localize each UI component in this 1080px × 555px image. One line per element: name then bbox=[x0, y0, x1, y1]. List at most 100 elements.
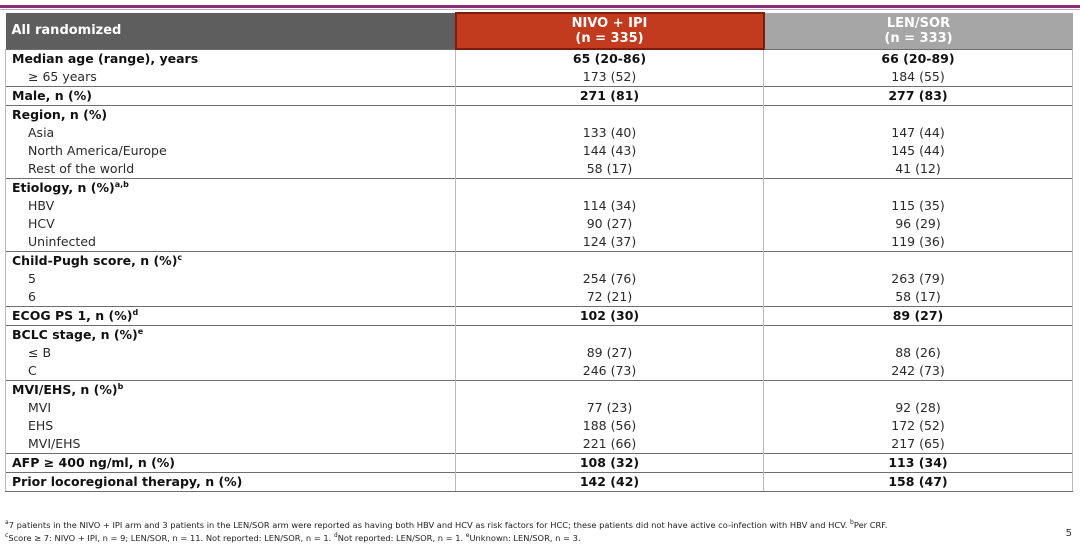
table-row: HCV 90 (27) 96 (29) bbox=[5, 215, 1073, 233]
len-sor-value: 66 (20-89) bbox=[763, 48, 1073, 68]
len-sor-value: 217 (65) bbox=[763, 435, 1073, 454]
nivo-ipi-value: 89 (27) bbox=[455, 344, 764, 362]
nivo-ipi-value bbox=[455, 251, 764, 270]
row-label: Rest of the world bbox=[5, 160, 456, 179]
arm2-n: (n = 333) bbox=[884, 30, 953, 46]
row-label: BCLC stage, n (%)e bbox=[5, 325, 456, 344]
table-header-row: All randomized NIVO + IPI (n = 335) LEN/… bbox=[5, 12, 1073, 50]
table-row: Rest of the world 58 (17) 41 (12) bbox=[5, 160, 1073, 179]
category-row: Prior locoregional therapy, n (%) 142 (42… bbox=[5, 472, 1073, 492]
table-row: HBV 114 (34) 115 (35) bbox=[5, 197, 1073, 215]
len-sor-value: 88 (26) bbox=[763, 344, 1073, 362]
row-label: MVI bbox=[5, 399, 456, 417]
row-label: Male, n (%) bbox=[5, 86, 456, 106]
len-sor-value: 147 (44) bbox=[763, 124, 1073, 142]
len-sor-value: 277 (83) bbox=[763, 86, 1073, 106]
category-row: Region, n (%) bbox=[5, 105, 1073, 124]
page-number: 5 bbox=[1065, 528, 1072, 539]
nivo-ipi-value: 108 (32) bbox=[455, 453, 764, 473]
category-row: BCLC stage, n (%)e bbox=[5, 325, 1073, 344]
category-row: Median age (range), years 65 (20-86) 66 (2… bbox=[5, 48, 1073, 68]
table-row: MVI/EHS 221 (66) 217 (65) bbox=[5, 435, 1073, 454]
footnote-marker: b bbox=[117, 381, 124, 391]
category-row: MVI/EHS, n (%)b bbox=[5, 380, 1073, 399]
table-row: C 246 (73) 242 (73) bbox=[5, 362, 1073, 381]
len-sor-value bbox=[763, 325, 1073, 344]
arm1-name: NIVO + IPI bbox=[571, 16, 648, 31]
nivo-ipi-value: 72 (21) bbox=[455, 288, 764, 307]
footnote-marker: a,b bbox=[114, 179, 129, 189]
table-body: Median age (range), years 65 (20-86) 66 (2… bbox=[5, 48, 1073, 492]
len-sor-value: 172 (52) bbox=[763, 417, 1073, 435]
row-label: C bbox=[5, 362, 456, 381]
nivo-ipi-value: 65 (20-86) bbox=[455, 48, 764, 68]
nivo-ipi-value: 90 (27) bbox=[455, 215, 764, 233]
header-population-label: All randomized bbox=[5, 13, 456, 49]
row-label: Child-Pugh score, n (%)c bbox=[5, 251, 456, 270]
category-row: ECOG PS 1, n (%)d 102 (30) 89 (27) bbox=[5, 306, 1073, 326]
arm2-name: LEN/SOR bbox=[886, 15, 951, 31]
nivo-ipi-value bbox=[455, 325, 764, 344]
nivo-ipi-value: 58 (17) bbox=[455, 160, 764, 179]
nivo-ipi-value: 254 (76) bbox=[455, 270, 764, 288]
len-sor-value: 242 (73) bbox=[763, 362, 1073, 381]
footnotes: a7 patients in the NIVO + IPI arm and 3 … bbox=[5, 519, 1045, 545]
len-sor-value: 92 (28) bbox=[763, 399, 1073, 417]
nivo-ipi-value: 173 (52) bbox=[455, 68, 764, 87]
nivo-ipi-value: 77 (23) bbox=[455, 399, 764, 417]
nivo-ipi-value bbox=[455, 178, 764, 197]
len-sor-value bbox=[763, 251, 1073, 270]
row-label: 6 bbox=[5, 288, 456, 307]
nivo-ipi-value: 271 (81) bbox=[455, 86, 764, 106]
row-label: MVI/EHS, n (%)b bbox=[5, 380, 456, 399]
row-label: Etiology, n (%)a,b bbox=[5, 178, 456, 197]
len-sor-value: 145 (44) bbox=[763, 142, 1073, 160]
len-sor-value: 41 (12) bbox=[763, 160, 1073, 179]
footnote-line-2: cScore ≥ 7: NIVO + IPI, n = 9; LEN/SOR, … bbox=[5, 532, 581, 543]
len-sor-value bbox=[763, 105, 1073, 124]
nivo-ipi-value: 221 (66) bbox=[455, 435, 764, 454]
table-row: Asia 133 (40) 147 (44) bbox=[5, 124, 1073, 142]
row-label: MVI/EHS bbox=[5, 435, 456, 454]
nivo-ipi-value bbox=[455, 105, 764, 124]
nivo-ipi-value: 142 (42) bbox=[455, 472, 764, 492]
nivo-ipi-value: 188 (56) bbox=[455, 417, 764, 435]
len-sor-value: 263 (79) bbox=[763, 270, 1073, 288]
len-sor-value: 96 (29) bbox=[763, 215, 1073, 233]
row-label: Prior locoregional therapy, n (%) bbox=[5, 472, 456, 492]
len-sor-value: 89 (27) bbox=[763, 306, 1073, 326]
footnote-marker: e bbox=[137, 326, 144, 336]
row-label: HBV bbox=[5, 197, 456, 215]
len-sor-value: 113 (34) bbox=[763, 453, 1073, 473]
nivo-ipi-value: 144 (43) bbox=[455, 142, 764, 160]
len-sor-value bbox=[763, 380, 1073, 399]
nivo-ipi-value: 124 (37) bbox=[455, 233, 764, 252]
row-label: Uninfected bbox=[5, 233, 456, 252]
arm1-n: (n = 335) bbox=[575, 31, 644, 46]
footnote-line-1: a7 patients in the NIVO + IPI arm and 3 … bbox=[5, 519, 888, 530]
table-row: ≤ B 89 (27) 88 (26) bbox=[5, 344, 1073, 362]
len-sor-value: 115 (35) bbox=[763, 197, 1073, 215]
row-label: HCV bbox=[5, 215, 456, 233]
table-row: 6 72 (21) 58 (17) bbox=[5, 288, 1073, 307]
nivo-ipi-value: 102 (30) bbox=[455, 306, 764, 326]
len-sor-value: 158 (47) bbox=[763, 472, 1073, 492]
table-row: 5 254 (76) 263 (79) bbox=[5, 270, 1073, 288]
row-label: AFP ≥ 400 ng/ml, n (%) bbox=[5, 453, 456, 473]
len-sor-value: 119 (36) bbox=[763, 233, 1073, 252]
category-row: Child-Pugh score, n (%)c bbox=[5, 251, 1073, 270]
baseline-characteristics-table: All randomized NIVO + IPI (n = 335) LEN/… bbox=[5, 12, 1073, 492]
table-row: MVI 77 (23) 92 (28) bbox=[5, 399, 1073, 417]
row-label: Region, n (%) bbox=[5, 105, 456, 124]
nivo-ipi-value: 133 (40) bbox=[455, 124, 764, 142]
len-sor-value: 184 (55) bbox=[763, 68, 1073, 87]
len-sor-value: 58 (17) bbox=[763, 288, 1073, 307]
row-label: North America/Europe bbox=[5, 142, 456, 160]
row-label: EHS bbox=[5, 417, 456, 435]
table-row: EHS 188 (56) 172 (52) bbox=[5, 417, 1073, 435]
header-arm-nivo-ipi: NIVO + IPI (n = 335) bbox=[454, 12, 765, 50]
nivo-ipi-value: 114 (34) bbox=[455, 197, 764, 215]
len-sor-value bbox=[763, 178, 1073, 197]
footnote-marker: c bbox=[177, 252, 183, 262]
row-label: Median age (range), years bbox=[5, 48, 456, 68]
